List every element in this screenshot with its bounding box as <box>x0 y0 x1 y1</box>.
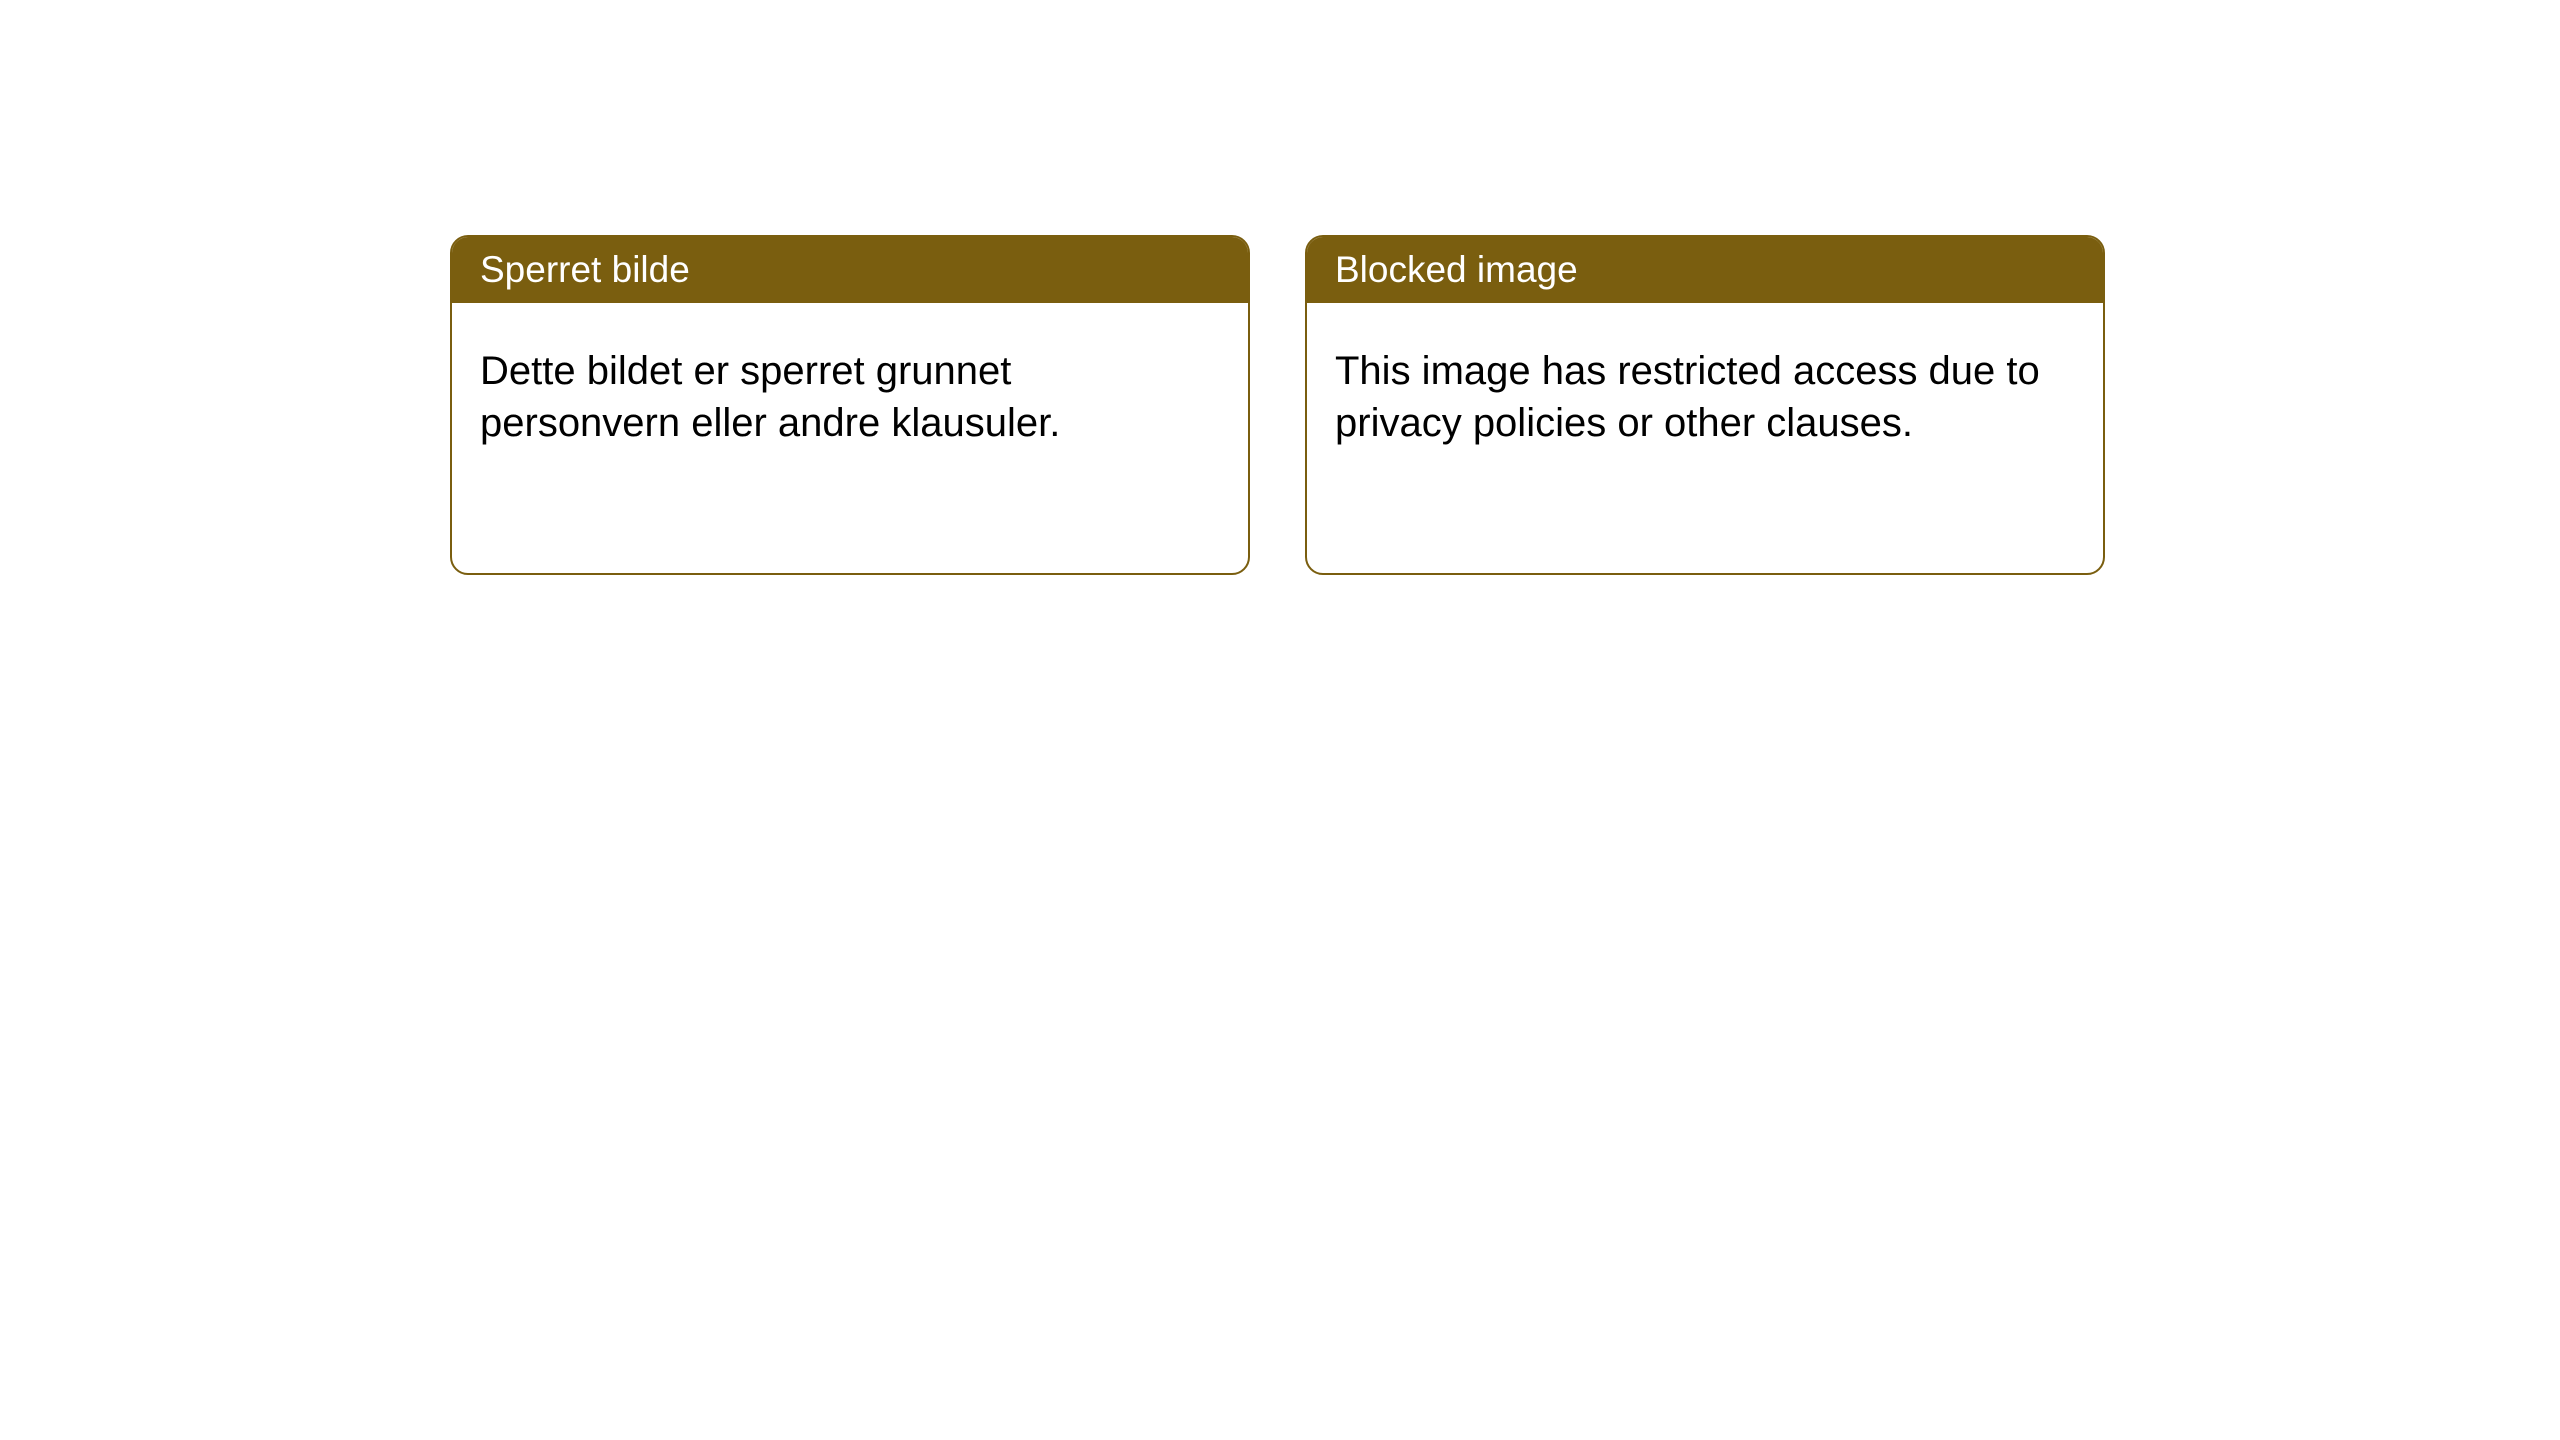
notice-card-english: Blocked image This image has restricted … <box>1305 235 2105 575</box>
notice-cards-container: Sperret bilde Dette bildet er sperret gr… <box>450 235 2105 575</box>
card-body: This image has restricted access due to … <box>1307 303 2103 573</box>
card-body: Dette bildet er sperret grunnet personve… <box>452 303 1248 573</box>
card-header: Sperret bilde <box>452 237 1248 303</box>
card-header: Blocked image <box>1307 237 2103 303</box>
notice-card-norwegian: Sperret bilde Dette bildet er sperret gr… <box>450 235 1250 575</box>
